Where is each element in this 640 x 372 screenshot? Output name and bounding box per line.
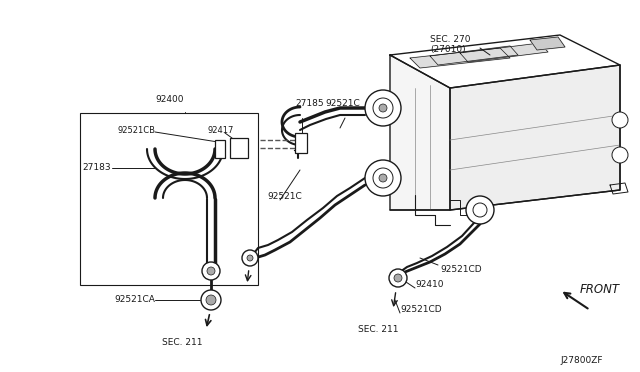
Text: FRONT: FRONT	[580, 283, 620, 296]
Circle shape	[201, 290, 221, 310]
Circle shape	[466, 196, 494, 224]
Polygon shape	[450, 65, 620, 210]
Circle shape	[365, 160, 401, 196]
Circle shape	[365, 90, 401, 126]
Circle shape	[373, 168, 393, 188]
Text: SEC. 211: SEC. 211	[358, 325, 398, 334]
Text: SEC. 211: SEC. 211	[162, 338, 202, 347]
Circle shape	[394, 274, 402, 282]
Circle shape	[379, 174, 387, 182]
Text: 92521C: 92521C	[325, 99, 360, 108]
Polygon shape	[430, 46, 518, 65]
Text: SEC. 270
(27010): SEC. 270 (27010)	[430, 35, 470, 54]
Circle shape	[389, 269, 407, 287]
Polygon shape	[460, 43, 548, 62]
Text: 92417: 92417	[207, 126, 234, 135]
Bar	[80, 113, 258, 285]
Circle shape	[473, 203, 487, 217]
Bar	[215, 140, 225, 158]
Text: 27185: 27185	[295, 99, 324, 108]
Circle shape	[202, 262, 220, 280]
Circle shape	[247, 255, 253, 261]
Bar	[230, 138, 248, 158]
Polygon shape	[410, 48, 510, 68]
Text: 92400: 92400	[155, 95, 184, 104]
Polygon shape	[390, 55, 450, 210]
Circle shape	[206, 295, 216, 305]
Circle shape	[612, 147, 628, 163]
Text: 27183: 27183	[82, 164, 111, 173]
Bar	[383, 100, 391, 116]
Text: 92521C: 92521C	[267, 192, 301, 201]
Text: 92521CD: 92521CD	[400, 305, 442, 314]
Text: 92410: 92410	[415, 280, 444, 289]
Bar	[295, 133, 307, 153]
Circle shape	[379, 104, 387, 112]
Circle shape	[242, 250, 258, 266]
Polygon shape	[530, 37, 565, 50]
Text: J27800ZF: J27800ZF	[560, 356, 602, 365]
Text: 92521CB: 92521CB	[118, 126, 156, 135]
Text: 92521CA: 92521CA	[114, 295, 155, 304]
Text: 92521CD: 92521CD	[440, 265, 482, 274]
Circle shape	[373, 98, 393, 118]
Polygon shape	[390, 35, 620, 88]
Circle shape	[207, 267, 215, 275]
Circle shape	[612, 112, 628, 128]
